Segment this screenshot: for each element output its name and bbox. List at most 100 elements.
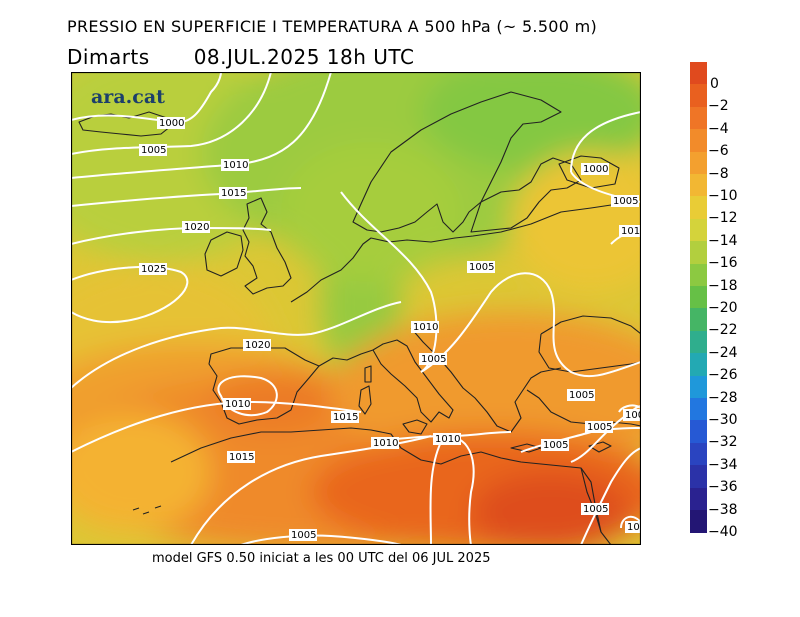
forecast-datetime: 08.JUL.2025 18h UTC <box>193 45 415 69</box>
isobar-1005-east <box>420 272 641 378</box>
legend-label: −14 <box>708 232 738 249</box>
turkey-coast <box>526 389 641 427</box>
chart-title: PRESSIO EN SUPERFICIE I TEMPERATURA A 50… <box>67 17 598 36</box>
red-sea-coast <box>580 467 602 533</box>
corsica-coast <box>364 365 372 383</box>
isobar-1015-west <box>71 187 302 207</box>
legend-swatch <box>690 218 707 242</box>
legend-label: −22 <box>708 322 738 339</box>
isobar-label: 1015 <box>221 188 246 199</box>
legend-swatch <box>690 398 707 421</box>
isobar-1005-south <box>240 534 402 545</box>
legend-label: −10 <box>708 188 738 204</box>
sicily-coast <box>402 419 428 435</box>
france-med-coast <box>318 349 374 367</box>
isobar-100-east <box>618 404 641 413</box>
legend-label: −20 <box>708 300 738 316</box>
isobar-1025-high <box>71 265 189 324</box>
model-info: model GFS 0.50 iniciat a les 00 UTC del … <box>152 551 491 566</box>
isobar-label: 1005 <box>421 354 446 365</box>
isobar-label: 1020 <box>245 340 270 351</box>
north-africa-coast <box>170 427 612 545</box>
isobar-10-southeast <box>620 515 641 529</box>
isobar-label: 1010 <box>435 434 460 445</box>
isobar-label: 1005 <box>587 422 612 433</box>
weather-map: 1000 1005 1010 1015 1020 1025 1020 1010 … <box>71 72 641 545</box>
isobar-label: 1005 <box>583 504 608 515</box>
continent-north-coast <box>290 201 632 303</box>
isobar-label: 1005 <box>543 440 568 451</box>
cyprus-coast <box>588 441 612 453</box>
isobar-label: 1020 <box>184 222 209 233</box>
legend-swatch <box>690 465 707 489</box>
legend-swatch <box>690 308 707 332</box>
isobar-label: 1010 <box>225 399 250 410</box>
forecast-time: Dimarts 08.JUL.2025 18h UTC <box>67 45 414 69</box>
isobar-1000-russia <box>570 111 641 173</box>
isobar-label: 100 <box>625 410 641 421</box>
baltic-coast <box>470 157 582 233</box>
legend-label: −4 <box>708 120 729 137</box>
legend-label: −34 <box>708 456 738 473</box>
legend-label: −36 <box>708 479 738 496</box>
isobar-1005-africa-east <box>580 447 641 545</box>
isobar-label: 1005 <box>569 390 594 401</box>
legend-swatch <box>690 375 707 399</box>
legend-label: −16 <box>708 255 738 272</box>
isobar-label: 1010 <box>223 160 248 171</box>
isobar-label: 1015 <box>229 452 254 463</box>
isobar-1020-south <box>71 301 402 389</box>
legend-swatch <box>690 129 707 153</box>
legend-label: −38 <box>708 501 738 518</box>
legend-swatch <box>690 106 707 130</box>
legend-swatch <box>690 487 707 511</box>
temperature-field <box>71 72 641 545</box>
legend-swatch <box>690 442 707 466</box>
caspian-coast <box>558 155 620 189</box>
legend-swatch <box>690 286 707 309</box>
legend-label: −12 <box>708 210 738 227</box>
legend-label: −6 <box>708 143 729 160</box>
sardinia-coast <box>358 385 372 415</box>
legend-label: −8 <box>708 165 729 182</box>
ara-cat-logo: ara.cat <box>91 86 165 108</box>
isobar-label: 1005 <box>291 530 316 541</box>
legend-label: −32 <box>708 434 738 451</box>
britain-coast <box>242 197 292 295</box>
isobar-label: 1005 <box>141 145 166 156</box>
legend-label: −26 <box>708 367 738 384</box>
coastlines <box>78 91 641 545</box>
isobar-label: 10 <box>627 522 640 533</box>
legend-label: −2 <box>708 98 729 115</box>
forecast-day: Dimarts <box>67 45 150 69</box>
legend-swatch <box>690 263 707 287</box>
legend-label: 0 <box>710 76 719 92</box>
legend-swatch <box>690 62 707 85</box>
legend-swatch <box>690 330 707 354</box>
isobar-1010-iberia-low <box>217 375 278 417</box>
isobar-1000-west <box>71 72 222 124</box>
legend-label: −24 <box>708 344 738 361</box>
legend-swatch <box>690 353 707 377</box>
legend-swatch <box>690 174 707 197</box>
legend-swatch <box>690 420 707 444</box>
temperature-legend: 0 −2 −4 −6 −8 −10 −12 −14 −16 −18 −20 −22 −24 −26 −28 −… <box>690 62 738 554</box>
legend-swatch <box>690 151 707 175</box>
isobar-label: 101 <box>621 226 640 237</box>
scandinavia-coast <box>352 91 562 233</box>
isobar-label: 1005 <box>469 262 494 273</box>
isobar-label: 1005 <box>613 196 638 207</box>
legend-label: −40 <box>708 524 738 540</box>
isobar-1005-west <box>71 72 272 155</box>
legend-swatch <box>690 84 707 108</box>
canary-islands <box>132 505 162 515</box>
isobar-label: 1010 <box>413 322 438 333</box>
italy-coast <box>372 339 454 423</box>
isobar-labels: 1000 1005 1010 1015 1020 1025 1020 1010 … <box>139 117 641 541</box>
isobar-label: 1000 <box>159 118 184 129</box>
isobar-label: 1015 <box>333 412 358 423</box>
map-frame <box>71 72 641 545</box>
legend-swatch <box>690 510 707 533</box>
legend-label: −30 <box>708 412 738 428</box>
ireland-coast <box>204 231 244 277</box>
